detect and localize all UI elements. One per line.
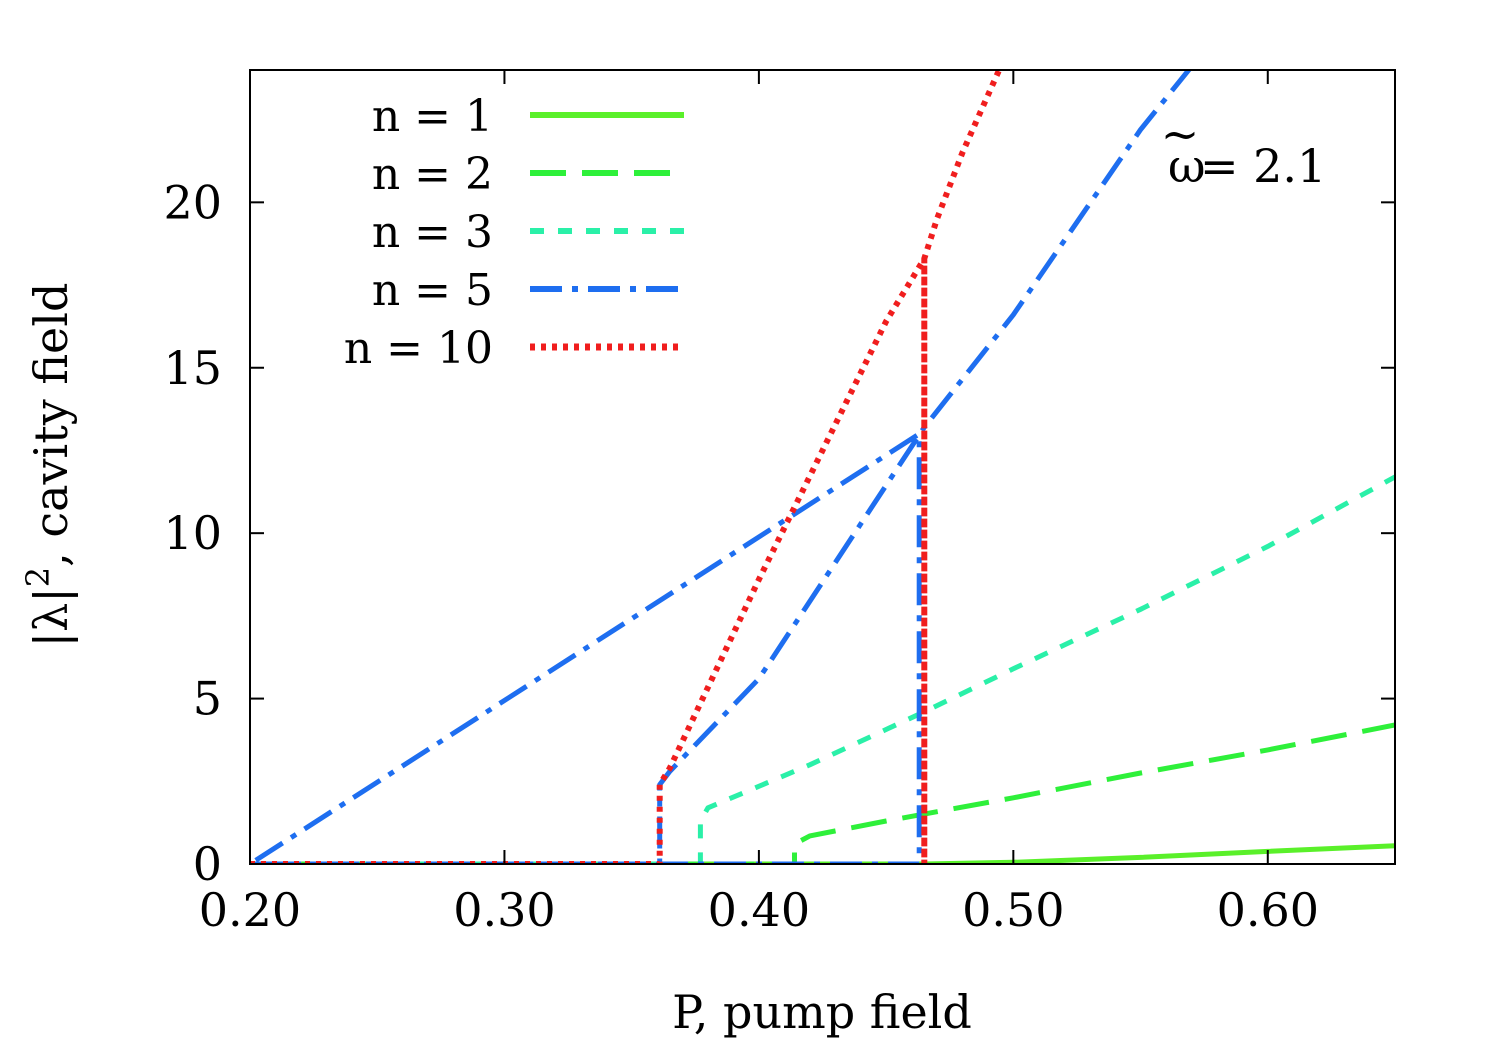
y-axis-title-rest: , cavity field	[24, 283, 78, 567]
x-axis-title: P, pump field	[672, 985, 972, 1039]
legend-label: n = 5	[372, 265, 493, 316]
tick-layer: 0.20 0.30 0.40 0.50 0.60 0 5 10 15 20	[163, 70, 1395, 937]
y-tick-label: 10	[163, 506, 222, 560]
legend: n = 1 n = 2 n = 3 n = 5 n = 10	[344, 91, 684, 374]
series-line-n1	[250, 843, 1395, 864]
omega-value: = 2.1	[1200, 139, 1326, 193]
series-line-n3	[250, 474, 1395, 864]
x-tick-label: 0.60	[1217, 883, 1319, 937]
plot-frame	[249, 69, 1396, 865]
y-axis-title-base: |λ|	[24, 587, 78, 647]
series-layer	[250, 70, 1395, 864]
x-tick-label: 0.20	[199, 883, 301, 937]
legend-label: n = 3	[372, 207, 493, 258]
y-tick-label: 15	[163, 341, 222, 395]
legend-label: n = 1	[372, 91, 493, 142]
x-tick-label: 0.50	[962, 883, 1064, 937]
y-tick-label: 5	[193, 672, 222, 726]
legend-label: n = 10	[344, 323, 493, 374]
x-tick-label: 0.40	[708, 883, 810, 937]
omega-annotation: ~ ω = 2.1	[1161, 107, 1327, 193]
series-line-n10	[250, 70, 1003, 864]
omega-symbol: ω	[1168, 139, 1206, 193]
y-axis-title-sup: 2	[19, 567, 57, 587]
y-axis-title: |λ|2, cavity field	[19, 283, 78, 648]
omega-accent: ~	[1161, 107, 1200, 161]
series-line-n2	[250, 722, 1395, 864]
y-tick-label: 20	[163, 175, 222, 229]
legend-label: n = 2	[372, 149, 493, 200]
x-tick-label: 0.30	[453, 883, 555, 937]
y-tick-label: 0	[193, 837, 222, 891]
